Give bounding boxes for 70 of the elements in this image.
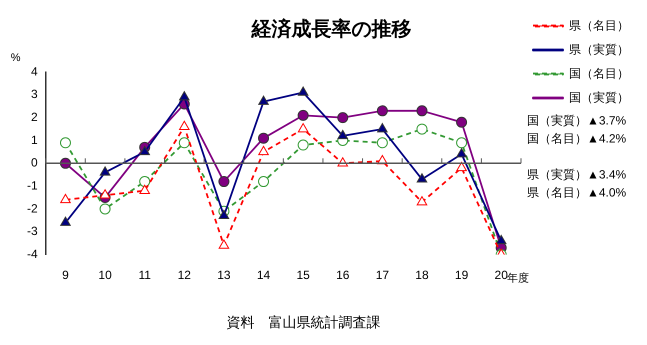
- point: [298, 140, 309, 151]
- point: [456, 148, 467, 158]
- point: [258, 96, 269, 105]
- x-tick-label: 16: [336, 268, 350, 282]
- y-tick-label: 2: [30, 110, 38, 124]
- point: [376, 105, 388, 116]
- y-tick-label: 0: [30, 156, 38, 170]
- text: 国（実質）▲3.7%: [527, 114, 627, 128]
- point: [456, 137, 468, 148]
- point: [298, 86, 308, 96]
- x-tick-label: 17: [376, 268, 390, 282]
- point: [456, 162, 467, 172]
- point: [416, 173, 428, 183]
- y-tick-label: -2: [27, 201, 38, 216]
- point: [178, 137, 190, 148]
- point: [258, 146, 269, 156]
- y-tick-label: -4: [27, 246, 38, 261]
- point: [298, 123, 308, 132]
- point: [139, 184, 150, 194]
- x-axis-title: 年度: [507, 272, 530, 285]
- point: [60, 216, 71, 226]
- point: [100, 189, 110, 199]
- point: [258, 176, 270, 188]
- legend-label: 国（名目）: [569, 66, 629, 80]
- x-tick-label: 10: [98, 268, 112, 282]
- point: [376, 137, 388, 148]
- x-tick-label: 11: [138, 268, 152, 282]
- chart-title: 経済成長率の推移: [250, 18, 412, 41]
- x-tick-label: 18: [415, 268, 429, 282]
- point: [139, 176, 150, 188]
- y-tick-label: 4: [30, 64, 38, 78]
- point: [100, 166, 110, 176]
- x-tick-label: 14: [256, 268, 271, 282]
- point: [60, 137, 71, 148]
- point: [179, 91, 190, 100]
- x-tick-label: 9: [62, 268, 70, 282]
- point: [416, 124, 428, 135]
- x-tick-label: 12: [178, 268, 192, 282]
- text: 国（名目）▲4.2%: [527, 132, 627, 146]
- point: [337, 112, 348, 124]
- point: [179, 120, 190, 130]
- point: [218, 176, 230, 188]
- point: [496, 234, 506, 244]
- text: 県（実質）▲3.4%: [527, 168, 627, 182]
- legend-label: 県（実質）: [569, 42, 629, 56]
- point: [377, 123, 388, 132]
- y-tick-label: 3: [30, 87, 38, 102]
- point: [298, 110, 309, 121]
- x-tick-label: 13: [217, 268, 231, 282]
- y-tick-label: -3: [27, 224, 38, 238]
- point: [100, 203, 111, 214]
- point: [218, 210, 230, 220]
- y-tick-label: -1: [27, 178, 38, 192]
- x-tick-label: 15: [296, 268, 310, 282]
- point: [337, 130, 348, 140]
- point: [416, 105, 428, 116]
- x-tick-label: 19: [454, 268, 469, 282]
- point: [258, 132, 270, 144]
- legend-label: 国（実質）: [569, 90, 629, 104]
- point: [218, 239, 230, 249]
- point: [456, 116, 468, 128]
- point: [139, 146, 150, 156]
- point: [416, 196, 428, 206]
- y-tick-label: 1: [30, 132, 38, 147]
- legend-label: 県（名目）: [569, 18, 629, 32]
- point: [60, 194, 71, 204]
- text: 県（名目）▲4.0%: [527, 186, 627, 200]
- text: 資料 富山県統計調査課: [226, 314, 380, 330]
- x-tick-label: 20: [494, 268, 508, 282]
- y-axis-title: %: [10, 52, 21, 64]
